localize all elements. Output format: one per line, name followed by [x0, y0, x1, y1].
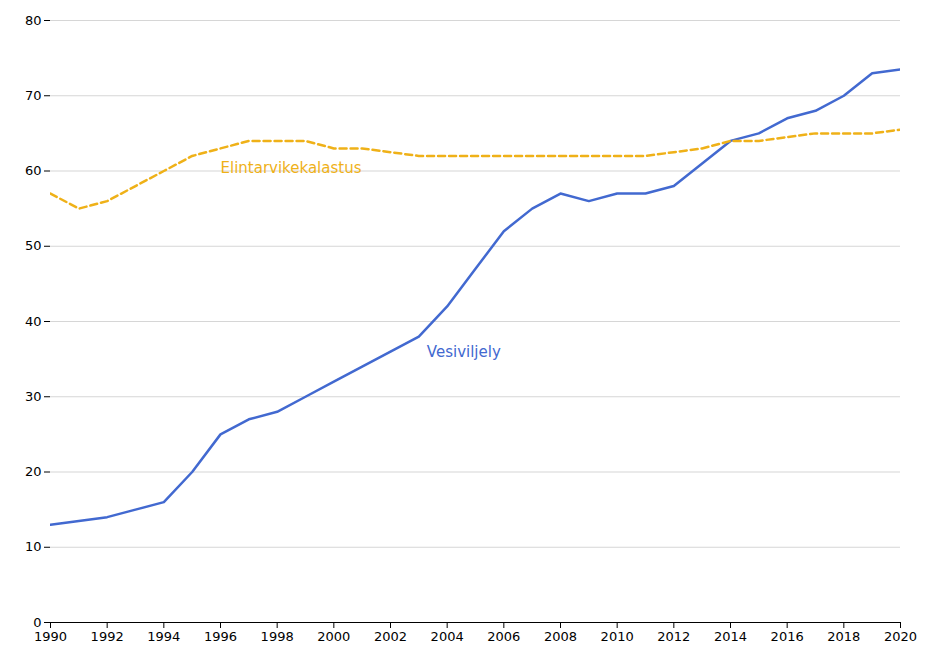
svg-text:2010: 2010 — [601, 629, 634, 644]
svg-text:2014: 2014 — [714, 629, 747, 644]
svg-text:30: 30 — [25, 389, 42, 404]
svg-text:2000: 2000 — [317, 629, 350, 644]
svg-text:2008: 2008 — [544, 629, 577, 644]
svg-text:1996: 1996 — [204, 629, 237, 644]
svg-text:2006: 2006 — [487, 629, 520, 644]
svg-text:60: 60 — [25, 163, 42, 178]
svg-text:10: 10 — [25, 539, 42, 554]
svg-text:0: 0 — [33, 615, 41, 630]
svg-text:2020: 2020 — [884, 629, 917, 644]
svg-text:2012: 2012 — [657, 629, 690, 644]
svg-text:2004: 2004 — [431, 629, 464, 644]
svg-text:2002: 2002 — [374, 629, 407, 644]
svg-text:Elintarvikekalastus: Elintarvikekalastus — [221, 159, 362, 177]
svg-text:80: 80 — [25, 13, 42, 28]
svg-text:Vesiviljely: Vesiviljely — [427, 343, 501, 361]
svg-text:1990: 1990 — [34, 629, 67, 644]
svg-text:1994: 1994 — [147, 629, 180, 644]
svg-text:1998: 1998 — [261, 629, 294, 644]
svg-text:1992: 1992 — [91, 629, 124, 644]
svg-text:20: 20 — [25, 464, 42, 479]
svg-text:40: 40 — [25, 314, 42, 329]
svg-text:2016: 2016 — [771, 629, 804, 644]
svg-text:2018: 2018 — [827, 629, 860, 644]
svg-text:70: 70 — [25, 88, 42, 103]
svg-text:50: 50 — [25, 238, 42, 253]
